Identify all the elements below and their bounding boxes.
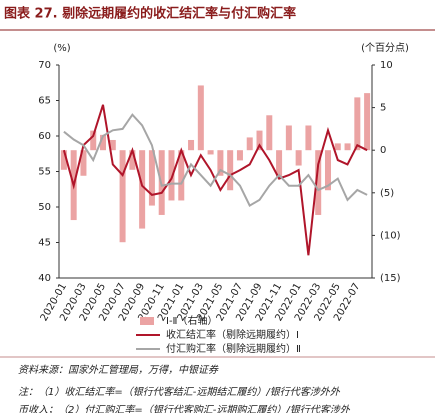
bar	[217, 150, 224, 176]
chart-title: 图表 27. 剔除远期履约的收汇结汇率与付汇购汇率	[4, 6, 296, 22]
bar	[119, 150, 126, 243]
bar	[139, 150, 146, 229]
bar	[315, 150, 322, 215]
y-tick-label: 70	[38, 60, 51, 71]
y-tick-label: 40	[38, 273, 51, 284]
bar	[236, 150, 243, 161]
bar	[207, 150, 214, 155]
bar	[148, 150, 155, 206]
y2-tick-label: 10	[380, 60, 393, 71]
bar	[197, 85, 204, 151]
source: 资料来源：国家外汇管理局，万得，中银证券	[18, 364, 219, 376]
bar	[60, 150, 67, 170]
y-tick-label: 50	[38, 202, 51, 213]
y2-tick-label: (15)	[380, 273, 401, 284]
bar	[100, 134, 107, 151]
bar	[266, 115, 273, 151]
note: 币收入；（2）付汇购汇率=（银行代客购汇-远期购汇履约）/银行代客涉外	[18, 404, 351, 413]
bar	[276, 150, 283, 179]
y2-tick-label: 5	[380, 103, 386, 114]
y2-tick-label: (10)	[380, 230, 401, 241]
bar	[129, 150, 136, 170]
y-tick-label: 55	[38, 167, 51, 178]
bar	[354, 97, 361, 151]
bar	[285, 125, 292, 151]
y2-tick-label: (5)	[380, 188, 394, 199]
bar	[80, 150, 87, 176]
bar	[364, 93, 371, 151]
y-tick-label: 45	[38, 238, 51, 249]
bar	[168, 150, 175, 201]
y-tick-label: 60	[38, 131, 51, 142]
bar	[188, 139, 195, 151]
y-axis-label: (%)	[53, 43, 70, 54]
bar	[178, 150, 185, 201]
legend-label: 付汇购汇率（剔除远期履约）Ⅱ	[166, 342, 301, 355]
legend-label: 收汇结汇率（剔除远期履约）Ⅰ	[166, 328, 299, 341]
bar	[256, 130, 263, 151]
note: 注：（1）收汇结汇率=（银行代客结汇-远期结汇履约）/银行代客涉外外	[18, 386, 341, 398]
legend-swatch	[140, 317, 154, 325]
bar	[324, 150, 331, 191]
bar	[305, 125, 312, 151]
bar	[295, 150, 302, 166]
bar	[334, 143, 341, 151]
y2-axis-label: (个百分点)	[361, 42, 409, 54]
legend-label: Ⅰ-Ⅱ（右轴）	[166, 314, 217, 327]
bar	[227, 150, 234, 191]
y-tick-label: 65	[38, 96, 51, 107]
bar	[246, 137, 253, 151]
y2-tick-label: 0	[380, 145, 386, 156]
line	[63, 113, 368, 208]
bar	[90, 130, 97, 151]
line	[62, 104, 368, 256]
bar	[344, 143, 351, 151]
bar	[109, 139, 116, 151]
